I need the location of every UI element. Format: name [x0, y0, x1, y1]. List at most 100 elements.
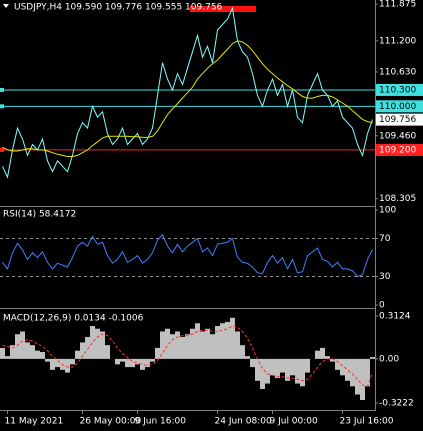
x-tick-label: 9 Jun 16:00 — [135, 417, 187, 427]
y-tick-label: 111.875 — [379, 0, 416, 10]
histogram-bar — [280, 358, 285, 373]
histogram-bar — [195, 323, 200, 359]
histogram-bar — [185, 334, 190, 359]
histogram-bar — [330, 358, 335, 362]
histogram-bar — [285, 358, 290, 381]
histogram-bar — [40, 352, 45, 359]
histogram-bar — [255, 358, 260, 381]
histogram-bar — [235, 331, 240, 359]
histogram-bar — [65, 358, 70, 373]
macd-title: MACD(12,26,9) 0.0134 -0.1006 — [3, 314, 144, 324]
signal-line — [2, 325, 373, 387]
histogram-bar — [270, 358, 275, 376]
x-tick-label: 11 May 2021 — [5, 417, 64, 427]
histogram-bar — [260, 358, 265, 390]
last-price-label: 109.756 — [379, 115, 416, 125]
histogram-bar — [250, 358, 255, 368]
histogram-bar — [90, 325, 95, 359]
x-tick-label: 9 Jul 00:00 — [270, 417, 319, 427]
y-tick-label: 30 — [379, 272, 391, 282]
histogram-bar — [105, 345, 110, 359]
histogram-bar — [145, 358, 150, 368]
y-tick-label: 0 — [379, 301, 385, 311]
histogram-bar — [170, 334, 175, 359]
y-tick-label: -0.3222 — [379, 399, 414, 409]
price-line — [2, 233, 373, 278]
histogram-bar — [75, 350, 80, 359]
y-tick-label: 108.305 — [379, 194, 416, 204]
histogram-bar — [175, 331, 180, 359]
level-handle — [0, 87, 4, 92]
last-price-box — [376, 113, 423, 126]
histogram-bar — [370, 357, 375, 359]
y-tick-label: 109.460 — [379, 131, 416, 141]
histogram-bar — [305, 358, 310, 373]
histogram-bar — [70, 358, 75, 365]
histogram-bar — [315, 350, 320, 359]
level-label: 109.200 — [379, 145, 416, 155]
histogram-bar — [100, 331, 105, 359]
symbol-marker — [3, 4, 9, 8]
chart-object — [190, 6, 256, 12]
histogram-bar — [290, 358, 295, 376]
x-tick-label: 24 Jun 08:00 — [215, 417, 272, 427]
histogram-bar — [80, 342, 85, 359]
histogram-bar — [0, 347, 5, 359]
histogram-bar — [350, 358, 355, 387]
histogram-bar — [265, 358, 270, 384]
histogram-bar — [325, 356, 330, 359]
level-label: 110.000 — [379, 102, 416, 112]
histogram-bar — [215, 325, 220, 359]
histogram-bar — [25, 342, 30, 359]
histogram-bar — [140, 358, 145, 370]
x-tick-label: 23 Jul 16:00 — [340, 417, 394, 427]
histogram-bar — [190, 328, 195, 359]
histogram-bar — [30, 345, 35, 359]
histogram-bar — [20, 331, 25, 359]
rsi-title: RSI(14) 58.4172 — [3, 210, 76, 220]
histogram-bar — [50, 358, 55, 370]
y-tick-label: 111.200 — [379, 36, 416, 46]
histogram-bar — [335, 358, 340, 370]
histogram-bar — [320, 347, 325, 359]
histogram-bar — [360, 358, 365, 400]
histogram-bar — [95, 328, 100, 359]
histogram-bar — [120, 358, 125, 362]
histogram-bar — [10, 345, 15, 359]
histogram-bar — [345, 358, 350, 381]
histogram-bar — [165, 328, 170, 359]
histogram-bar — [205, 328, 210, 359]
level-handle — [0, 147, 4, 152]
histogram-bar — [225, 321, 230, 359]
level-box — [376, 83, 423, 96]
histogram-bar — [160, 331, 165, 359]
histogram-bar — [85, 336, 90, 359]
level-label: 110.300 — [379, 85, 416, 95]
histogram-bar — [275, 358, 280, 379]
x-tick-label: 26 May 00:00 — [80, 417, 142, 427]
histogram-bar — [180, 336, 185, 359]
histogram-bar — [125, 358, 130, 368]
y-tick-label: 70 — [379, 234, 391, 244]
histogram-bar — [355, 358, 360, 395]
moving-average — [2, 40, 373, 157]
histogram-bar — [135, 358, 140, 365]
histogram-bar — [240, 345, 245, 359]
y-tick-label: 0.00 — [379, 354, 399, 364]
histogram-bar — [210, 334, 215, 359]
histogram-bar — [150, 358, 155, 362]
y-tick-label: 110.630 — [379, 67, 416, 77]
histogram-bar — [200, 331, 205, 359]
y-tick-label: 0.3124 — [379, 312, 411, 322]
chart-title: USDJPY,H4 109.590 109.776 109.555 109.75… — [14, 3, 223, 13]
histogram-bar — [115, 358, 120, 365]
histogram-bar — [340, 358, 345, 376]
histogram-bar — [245, 356, 250, 359]
level-box — [376, 100, 423, 113]
histogram-bar — [295, 358, 300, 384]
histogram-bar — [15, 334, 20, 359]
histogram-bar — [130, 358, 135, 368]
histogram-bar — [220, 323, 225, 359]
histogram-bar — [300, 358, 305, 387]
